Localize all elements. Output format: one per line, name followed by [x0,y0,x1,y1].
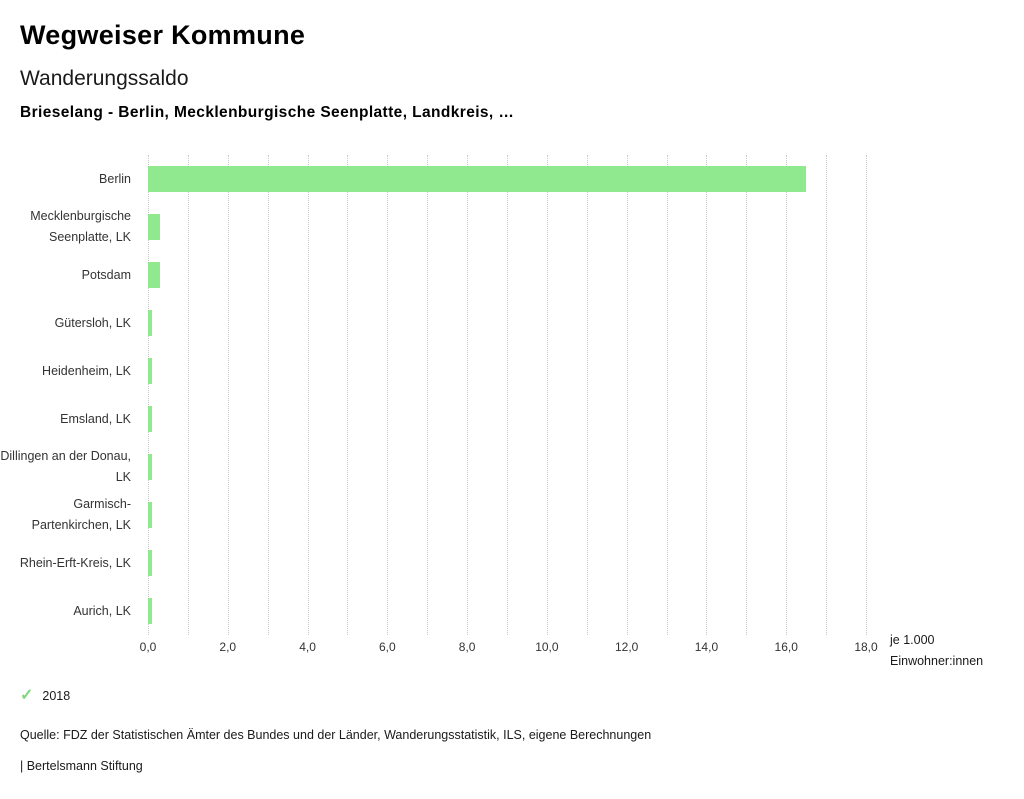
bar[interactable] [148,310,152,336]
x-axis-unit-line1: je 1.000 [890,633,935,647]
bar[interactable] [148,454,152,480]
bar[interactable] [148,262,160,288]
category-label: Berlin [99,171,131,186]
category-label: Emsland, LK [60,411,131,426]
bar[interactable] [148,406,152,432]
x-tick-label: 14,0 [694,640,719,654]
category-label: Gütersloh, LK [54,315,131,330]
x-tick-label: 16,0 [774,640,798,654]
x-axis-ticks: 0,0 2,0 4,0 6,0 8,0 10,0 12,0 14,0 16,0 18,0 [140,640,878,658]
gridline [227,155,229,635]
plot-area [148,155,867,635]
legend[interactable]: ✓ 2018 [20,688,70,704]
gridline [586,155,588,635]
gridline [746,155,748,635]
gridline [427,155,429,635]
x-tick-label: 10,0 [535,640,559,654]
region-filter-line: Brieselang - Berlin, Mecklenburgische Se… [20,104,515,121]
x-tick-label: 8,0 [458,640,476,654]
bar[interactable] [148,166,807,192]
x-axis-unit-line2: Einwohner:innen [890,654,984,668]
x-tick-label: 2,0 [219,640,237,654]
x-tick-label: 12,0 [614,640,639,654]
gridline [507,155,508,635]
category-label: Dillingen an der Donau, LK [0,449,131,484]
bar[interactable] [148,502,152,528]
bar[interactable] [148,598,152,624]
brand-note: | Bertelsmann Stiftung [20,759,143,773]
category-label: Heidenheim, LK [42,363,131,378]
category-label: Rhein-Erft-Kreis, LK [19,555,131,570]
gridline [347,155,349,635]
gridline [666,155,668,635]
gridline [866,155,867,635]
category-label: Potsdam [81,267,131,282]
gridline [786,155,788,635]
gridline [187,155,189,635]
source-note: Quelle: FDZ der Statistischen Ämter des … [20,728,652,742]
x-tick-label: 4,0 [299,640,316,654]
x-tick-label: 0,0 [139,640,157,654]
category-label: Garmisch-Partenkirchen, LK [31,497,131,532]
category-labels: Berlin Mecklenburgische Seenplatte, LK Pot… [0,155,140,635]
gridline [706,155,708,635]
bar[interactable] [148,358,152,384]
x-axis-unit-label: je 1.000 Einwohner:innen [890,630,983,672]
gridline [307,155,309,635]
check-icon: ✓ [20,687,34,704]
gridline [267,155,269,635]
x-tick-label: 18,0 [854,640,878,654]
gridline [148,155,149,635]
chart-title: Wanderungssaldo [20,67,189,90]
legend-year-label: 2018 [42,689,71,703]
category-label: Mecklenburgische Seenplatte, LK [30,209,131,244]
x-tick-label: 6,0 [378,640,396,654]
category-label: Aurich, LK [73,603,131,618]
gridline [467,155,469,635]
gridline [546,155,548,635]
gridline [626,155,628,635]
gridline [387,155,389,635]
bar[interactable] [148,550,152,576]
bar[interactable] [148,214,160,240]
gridline [826,155,828,635]
app-title: Wegweiser Kommune [20,20,306,50]
